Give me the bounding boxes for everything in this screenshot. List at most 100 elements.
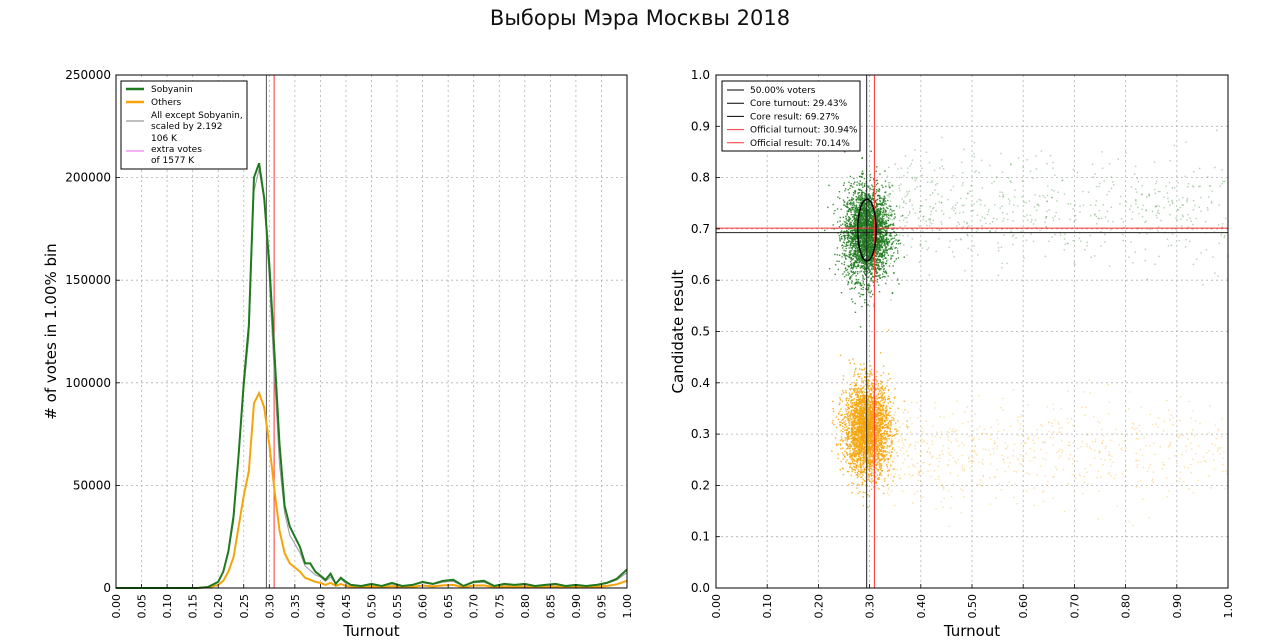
scatter-point [843,237,846,239]
scatter-point [878,234,880,236]
scatter-point [956,201,959,204]
scatter-point [904,196,906,198]
scatter-point [1038,195,1041,197]
scatter-point [861,476,863,478]
scatter-point [1209,185,1212,187]
x-tick-label: 0.45 [340,594,353,619]
scatter-point [855,218,857,220]
scatter-point [849,278,851,280]
scatter-point [882,445,884,447]
scatter-point [887,242,889,244]
scatter-point [940,221,942,223]
scatter-point [858,189,861,191]
scatter-point [877,238,879,240]
scatter-point [876,235,878,237]
scatter-point [1221,169,1223,171]
scatter-point [855,256,858,259]
scatter-point [861,170,864,173]
scatter-point [880,208,883,210]
scatter-point [878,220,880,222]
scatter-point [906,221,908,223]
scatter-point [891,235,893,238]
scatter-point [876,217,879,220]
x-tick-label: 0.80 [519,594,532,619]
scatter-point [855,260,858,263]
x-tick-label: 0.50 [366,594,379,619]
scatter-point [1112,221,1114,223]
scatter-point [882,235,884,237]
scatter-point [861,197,864,199]
scatter-point [867,261,869,264]
scatter-point [852,399,855,401]
scatter-point [852,255,855,257]
scatter-point [886,413,889,416]
scatter-point [899,242,902,245]
scatter-point [882,266,884,268]
scatter-point [842,216,845,219]
scatter-point [851,197,853,199]
scatter-point [866,226,869,228]
scatter-point [865,252,867,254]
scatter-point [833,212,835,215]
scatter-point [981,187,984,189]
scatter-point [859,234,861,237]
scatter-point [854,243,857,245]
scatter-point [895,234,898,236]
scatter-point [868,283,870,285]
scatter-point [882,211,885,213]
scatter-point [857,448,859,451]
scatter-point [1052,161,1054,164]
scatter-point [850,223,852,226]
scatter-point [868,247,870,249]
scatter-point [875,211,877,214]
scatter-point [852,216,854,218]
scatter-point [864,402,867,404]
scatter-point [1138,212,1140,215]
scatter-point [871,210,873,213]
scatter-point [878,240,881,242]
scatter-point [876,281,878,283]
scatter-point [1001,262,1004,265]
scatter-point [1106,194,1108,196]
scatter-point [886,213,888,216]
scatter-point [859,363,862,366]
scatter-point [1030,221,1032,223]
scatter-point [877,284,880,286]
scatter-point [838,260,840,263]
scatter-point [897,252,899,254]
scatter-point [848,239,850,242]
scatter-point [1157,190,1159,193]
scatter-point [1073,220,1075,223]
scatter-point [881,214,883,216]
scatter-point [845,247,848,250]
scatter-point [851,238,853,240]
scatter-point [1145,209,1147,211]
scatter-point [1198,185,1200,188]
scatter-point [973,245,975,247]
scatter-point [1054,233,1056,236]
scatter-point [863,195,866,197]
scatter-point [1012,211,1014,213]
scatter-point [864,193,867,195]
scatter-point [861,247,863,249]
scatter-point [881,225,884,228]
scatter-point [887,238,889,240]
scatter-point [872,185,874,188]
scatter-point [875,201,877,204]
scatter-point [855,255,857,257]
scatter-point [871,197,874,199]
x-tick-label: 0.00 [110,594,123,619]
scatter-point [853,226,855,228]
scatter-point [852,194,855,196]
scatter-point [847,209,850,211]
scatter-point [898,176,901,179]
scatter-point [846,210,848,212]
scatter-point [845,257,847,260]
scatter-point [1017,205,1019,207]
scatter-point [849,251,851,253]
scatter-point [1181,214,1184,216]
scatter-point [875,410,878,412]
scatter-point [884,239,887,241]
scatter-point [898,184,900,187]
scatter-point [848,234,851,237]
